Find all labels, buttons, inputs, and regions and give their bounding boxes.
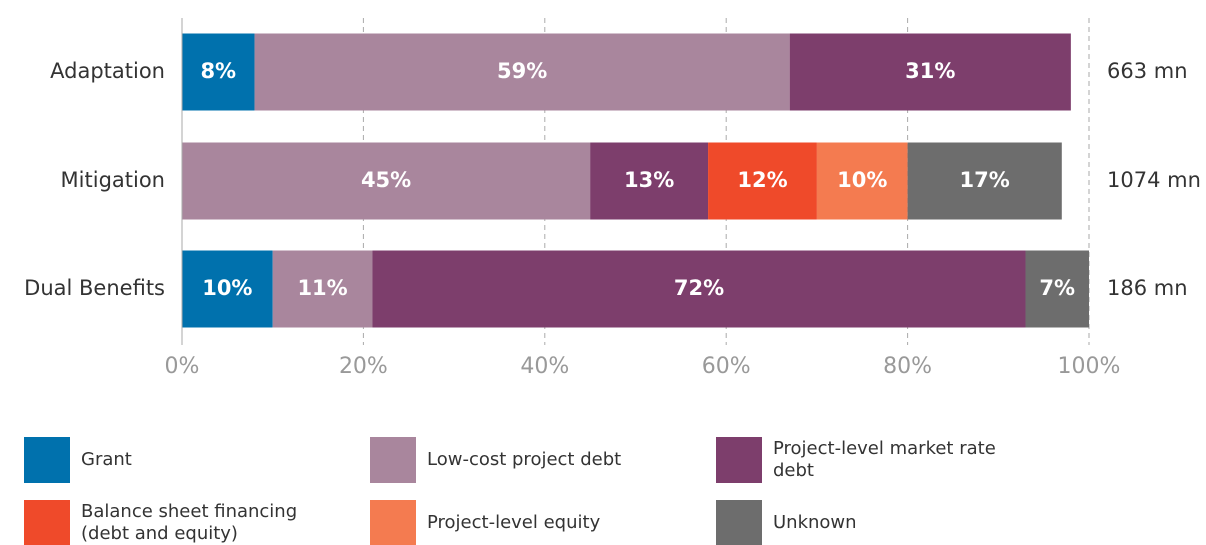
value-label: 72% [674,276,724,300]
total-label: 1074 mn [1107,168,1201,192]
legend-swatch [716,437,762,483]
value-label: 10% [837,168,887,192]
bar-segment [590,142,709,220]
bar-segment [789,33,1071,111]
category-label: Mitigation [61,168,165,192]
value-label: 10% [202,276,252,300]
bar-segment [816,142,908,220]
value-label: 12% [737,168,787,192]
value-label: 8% [200,59,236,83]
category-label: Adaptation [50,59,165,83]
bar-segment [708,142,817,220]
x-tick-label: 100% [1058,354,1121,379]
value-label: 13% [624,168,674,192]
total-label: 663 mn [1107,59,1188,83]
value-label: 59% [497,59,547,83]
legend-swatch [24,500,70,545]
legend-item: Project-level market rate debt [716,437,1003,483]
legend-label: Low-cost project debt [427,449,622,470]
value-label: 11% [297,276,347,300]
bar-segment [182,250,273,328]
value-label: 17% [960,168,1010,192]
legend-label: Project-level equity [427,512,601,533]
legend-swatch [24,437,70,483]
bar-segment [1025,250,1089,328]
legend-item: Unknown [716,500,1003,545]
chart: 0% 20% 40% 60% 80% 100% Adaptation 8% 59% 31% 663 … [24,18,1201,379]
legend-item: Project-level equity [370,500,657,545]
legend-label: Balance sheet financing (debt and equity… [81,501,298,544]
category-label: Dual Benefits [24,276,165,300]
value-label: 31% [905,59,955,83]
x-tick-label: 60% [702,354,751,379]
bar-segment [372,250,1026,328]
x-tick-label: 40% [520,354,569,379]
value-label: 45% [361,168,411,192]
legend-swatch [370,437,416,483]
legend-item: Low-cost project debt [370,437,657,483]
x-tick-label: 20% [339,354,388,379]
legend-swatch [370,500,416,545]
legend-item: Balance sheet financing (debt and equity… [24,500,311,545]
bar-segment [907,142,1062,220]
legend-swatch [716,500,762,545]
legend-label: Grant [81,449,132,470]
legend-label: Project-level market rate debt [773,438,996,481]
bar-segment [182,142,591,220]
legend-label: Unknown [773,512,857,533]
legend-item: Grant [24,437,311,483]
x-tick-label: 0% [165,354,200,379]
value-label: 7% [1039,276,1075,300]
bar-segment [182,33,255,111]
bar-segment [272,250,373,328]
total-label: 186 mn [1107,276,1188,300]
bar-segment [254,33,790,111]
x-tick-label: 80% [883,354,932,379]
